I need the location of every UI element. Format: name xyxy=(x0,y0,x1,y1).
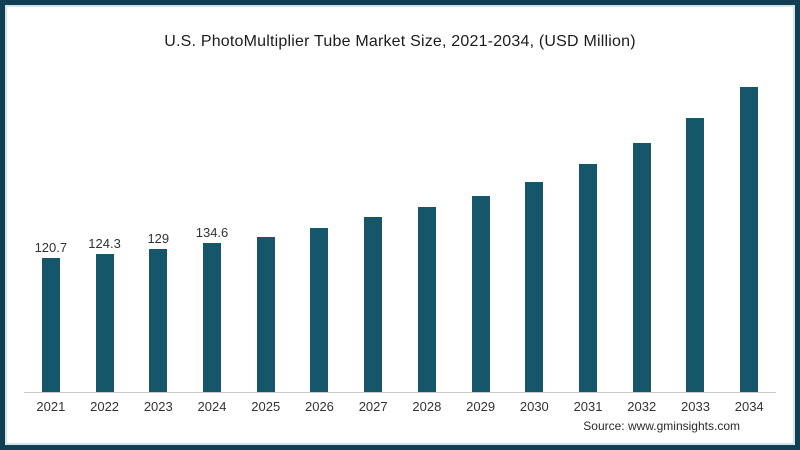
bar-column xyxy=(722,80,776,392)
source-text: Source: www.gminsights.com xyxy=(583,419,740,433)
bar xyxy=(632,143,651,392)
bar xyxy=(364,217,383,392)
bar-column xyxy=(239,80,293,392)
x-axis-tick-label: 2027 xyxy=(358,399,388,414)
bar xyxy=(203,243,222,392)
bar xyxy=(310,228,329,392)
x-axis-tick-label: 2022 xyxy=(90,399,120,414)
bar-column xyxy=(507,80,561,392)
bar xyxy=(579,164,598,392)
x-axis-tick-label: 2026 xyxy=(304,399,334,414)
bar-column xyxy=(615,80,669,392)
bar xyxy=(686,118,705,392)
bar-column: 134.6 xyxy=(185,80,239,392)
x-axis-tick-label: 2034 xyxy=(734,399,764,414)
bar-column xyxy=(293,80,347,392)
x-axis-tick-label: 2031 xyxy=(573,399,603,414)
x-axis-tick-label: 2023 xyxy=(143,399,173,414)
bar-value-label: 129 xyxy=(147,231,170,246)
bar xyxy=(95,254,114,392)
chart-title: U.S. PhotoMultiplier Tube Market Size, 2… xyxy=(164,33,636,50)
bar-value-label: 134.6 xyxy=(195,225,229,240)
bar xyxy=(417,207,436,392)
bar xyxy=(740,87,759,392)
bar xyxy=(41,258,60,392)
x-axis-tick-label: 2021 xyxy=(36,399,66,414)
bar-value-label: 124.3 xyxy=(88,236,121,251)
x-axis-labels: 2021 2022 2023 2024 2025 2026 2027 2028 2029 2030… xyxy=(24,399,776,414)
bar-column: 120.7 xyxy=(24,80,78,392)
x-axis-tick-label: 2033 xyxy=(681,399,710,414)
bar-column: 129 xyxy=(131,80,185,392)
bar xyxy=(149,249,168,392)
x-axis-tick-label: 2024 xyxy=(197,399,227,414)
bar-column xyxy=(400,80,454,392)
bar-column xyxy=(346,80,400,392)
bar xyxy=(256,237,275,392)
bar-value-label: 120.7 xyxy=(34,240,68,255)
x-axis-tick-label: 2032 xyxy=(627,399,657,414)
x-axis-tick-label: 2025 xyxy=(251,399,281,414)
bar xyxy=(525,182,544,392)
x-axis-tick-label: 2028 xyxy=(412,399,442,414)
bar-column: 124.3 xyxy=(78,80,132,392)
x-axis-tick-label: 2030 xyxy=(519,399,549,414)
bar xyxy=(471,196,490,392)
x-axis-tick-label: 2029 xyxy=(466,399,496,414)
bar-column xyxy=(669,80,723,392)
bar-column xyxy=(561,80,615,392)
bar-column xyxy=(454,80,508,392)
bar-chart: 120.7 124.3 129 134.6 xyxy=(24,80,776,393)
